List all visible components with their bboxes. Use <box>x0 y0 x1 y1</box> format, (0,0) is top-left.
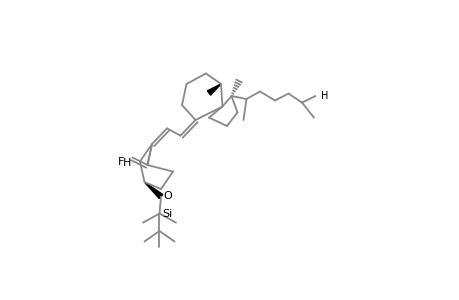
Text: O: O <box>163 191 172 201</box>
Text: Si: Si <box>162 208 172 219</box>
Text: F: F <box>118 157 124 167</box>
Text: H: H <box>123 158 131 169</box>
Polygon shape <box>144 182 162 199</box>
Text: H: H <box>321 91 328 101</box>
Polygon shape <box>207 84 220 95</box>
